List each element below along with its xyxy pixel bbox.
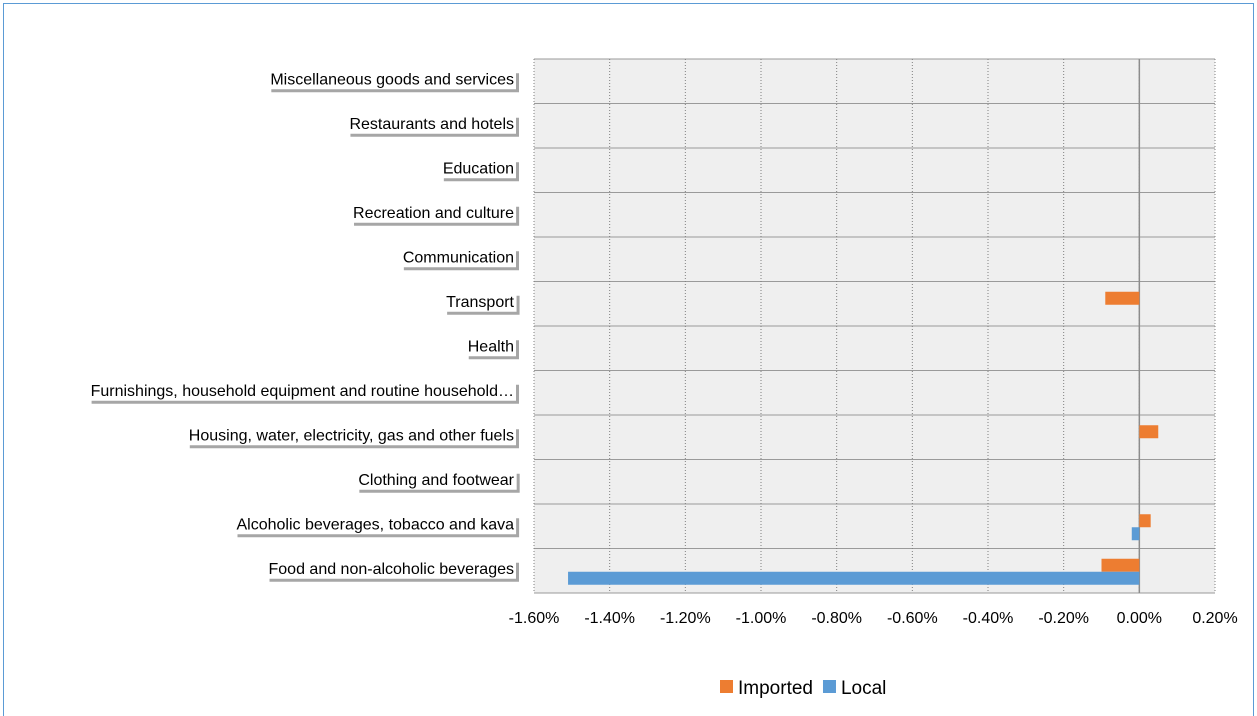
- category-label: Restaurants and hotels: [347, 114, 519, 137]
- category-label-box: [440, 159, 516, 179]
- category-label-box: [266, 559, 516, 579]
- x-tick-label: -1.40%: [584, 610, 635, 627]
- category-label: Education: [440, 159, 519, 182]
- category-label: Transport: [444, 292, 520, 315]
- category-label-box: [356, 470, 517, 490]
- category-label-text: Restaurants and hotels: [349, 116, 514, 133]
- x-tick-label: 0.20%: [1192, 610, 1237, 627]
- legend: Imported Local: [720, 678, 886, 699]
- category-label: Furnishings, household equipment and rou…: [88, 381, 519, 404]
- category-label-text: Furnishings, household equipment and rou…: [91, 383, 514, 400]
- category-label-box: [465, 337, 516, 357]
- category-label: Food and non-alcoholic beverages: [266, 559, 519, 582]
- bar-local-1: [1131, 527, 1140, 541]
- category-label-box: [444, 292, 517, 312]
- legend-label-imported: Imported: [738, 678, 813, 699]
- bar-imported-1: [1139, 514, 1151, 528]
- category-label-box: [347, 114, 516, 134]
- x-tick-label: -0.80%: [811, 610, 862, 627]
- gridlines: [533, 58, 1216, 594]
- category-label-box: [186, 426, 516, 446]
- category-label-text: Health: [468, 338, 514, 355]
- category-label-box: [268, 70, 516, 90]
- bar-imported-3: [1139, 425, 1159, 439]
- category-label: Communication: [400, 248, 519, 271]
- bars: [568, 291, 1159, 585]
- category-label: Clothing and footwear: [356, 470, 520, 493]
- x-tick-label: -1.00%: [736, 610, 787, 627]
- x-tick-label: -0.40%: [963, 610, 1014, 627]
- category-label: Housing, water, electricity, gas and oth…: [186, 426, 519, 449]
- x-tick-label: -0.60%: [887, 610, 938, 627]
- bar-local-0: [568, 571, 1140, 585]
- legend-label-local: Local: [841, 678, 886, 699]
- legend-swatch-local: [822, 680, 836, 693]
- category-label: Alcoholic beverages, tobacco and kava: [234, 515, 520, 538]
- x-tick-label: -0.20%: [1038, 610, 1089, 627]
- category-label: Miscellaneous goods and services: [268, 70, 519, 93]
- category-label: Health: [465, 337, 519, 360]
- x-tick-label: 0.00%: [1117, 610, 1162, 627]
- category-label-box: [234, 515, 517, 535]
- x-tick-label: -1.20%: [660, 610, 711, 627]
- category-label-text: Education: [443, 160, 514, 177]
- category-label-text: Miscellaneous goods and services: [270, 71, 514, 88]
- category-label-box: [88, 381, 516, 401]
- category-label-text: Housing, water, electricity, gas and oth…: [189, 427, 514, 444]
- category-label-box: [351, 203, 517, 223]
- x-tick-label: -1.60%: [509, 610, 560, 627]
- category-label-text: Recreation and culture: [353, 205, 514, 222]
- bar-imported-0: [1101, 558, 1140, 572]
- category-label-text: Food and non-alcoholic beverages: [269, 561, 515, 578]
- category-label-box: [400, 248, 516, 268]
- category-label-text: Transport: [446, 294, 514, 311]
- category-label-text: Alcoholic beverages, tobacco and kava: [236, 516, 514, 533]
- category-label-text: Communication: [403, 249, 514, 266]
- tick-labels: -1.60% -1.40% -1.20% -1.00% -0.80% -0.60% -0.4…: [509, 610, 1238, 627]
- bar-imported-6: [1105, 291, 1140, 305]
- category-labels: Food and non-alcoholic beverages Alcoholi…: [88, 70, 520, 582]
- legend-swatch-imported: [720, 680, 733, 693]
- category-label-text: Clothing and footwear: [358, 472, 514, 489]
- category-label: Recreation and culture: [351, 203, 520, 226]
